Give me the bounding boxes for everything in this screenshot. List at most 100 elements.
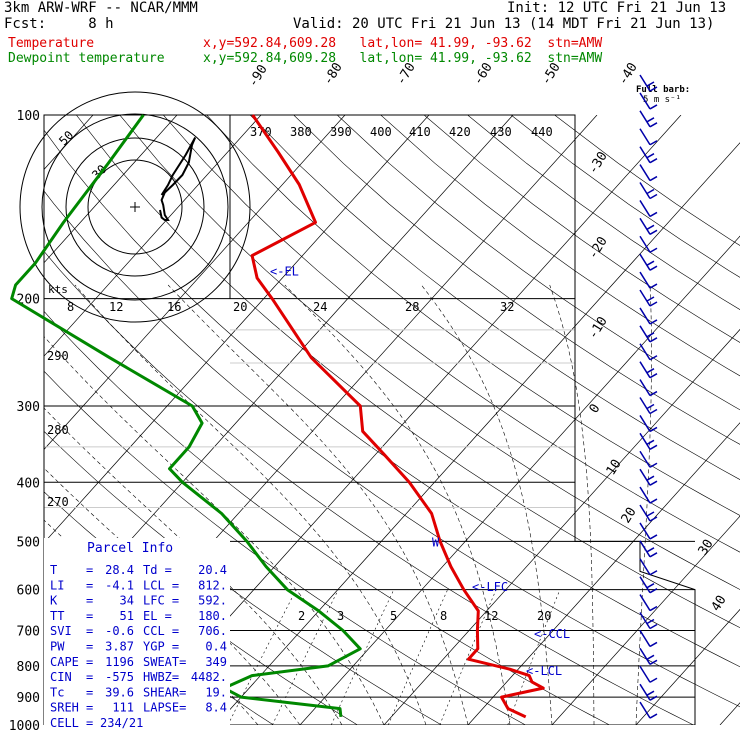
isotherm-label: 20 xyxy=(619,505,640,526)
wind-barb xyxy=(639,110,658,128)
parcel-value: 180. xyxy=(198,609,227,623)
wind-barb xyxy=(639,253,658,271)
stability-label: 12 xyxy=(109,300,123,314)
isotherm-line xyxy=(635,608,740,725)
parcel-row: PW = 3.87 YGP = 0.4 xyxy=(50,640,227,654)
isotherm-line xyxy=(44,115,346,450)
stability-label: 24 xyxy=(313,300,327,314)
stability-label: 20 xyxy=(233,300,247,314)
hodograph-ring xyxy=(65,137,205,277)
parcel-eq: = xyxy=(86,701,93,715)
mixing-ratio-label: 3 xyxy=(337,609,344,623)
hodograph-ring xyxy=(19,91,251,323)
dry-adiabat xyxy=(554,115,740,246)
pressure-label: 1000 xyxy=(9,719,40,734)
hodograph-ring xyxy=(41,113,229,301)
dry-adiabat xyxy=(44,310,610,725)
parcel-value: -0.6 xyxy=(105,624,134,638)
parcel-eq: = xyxy=(86,594,93,608)
parcel-value: 20.4 xyxy=(198,563,227,577)
parcel-key: SREH xyxy=(50,701,79,715)
mixing-ratio-label: 8 xyxy=(440,609,447,623)
stability-label: 16 xyxy=(167,300,181,314)
parcel-value: 4482. xyxy=(191,670,227,684)
dry-adiabat xyxy=(119,115,740,590)
moist-adiabat xyxy=(635,284,652,725)
dry-adiabat xyxy=(467,115,740,310)
moist-adiabat xyxy=(421,284,553,725)
wind-barbs xyxy=(639,74,658,719)
stability-label: 8 xyxy=(67,300,74,314)
mixing-ratio-line xyxy=(331,589,395,725)
dewpoint-location: x,y=592.84,609.28 lat,lon= 41.99, -93.62… xyxy=(203,51,603,66)
dry-adiabat xyxy=(44,370,526,725)
isotherm-line xyxy=(44,115,178,264)
parcel-key: LI xyxy=(50,578,64,592)
mixing-ratio-line xyxy=(227,589,297,725)
isotherm-label: -20 xyxy=(586,234,611,262)
barb-legend-unit: 5 m s⁻¹ xyxy=(643,95,681,105)
wind-barb xyxy=(639,235,658,253)
left-labels: 290 280 270 xyxy=(47,349,69,509)
wind-barb xyxy=(639,361,658,379)
parcel-key: CIN xyxy=(50,670,72,684)
wind-barb xyxy=(639,200,658,218)
parcel-value: 3.87 xyxy=(105,640,134,654)
isotherm-label: -50 xyxy=(539,60,564,88)
parcel-row: SREH = 111 LAPSE= 8.4 xyxy=(50,701,227,715)
left-label: 290 xyxy=(47,349,69,363)
parcel-row: T = 28.4 Td = 20.4 xyxy=(50,563,227,577)
theta-label: 440 xyxy=(531,125,553,139)
parcel-eq: = xyxy=(86,655,93,669)
parcel-info-box: Parcel Info T = 28.4 Td = 20.4 LI = -4.1 LCL = 81… xyxy=(44,538,230,730)
parcel-key: CAPE xyxy=(50,655,79,669)
hodograph-ring xyxy=(87,159,183,255)
wind-barb xyxy=(639,504,658,522)
parcel-row: CAPE = 1196 SWEAT= 349 xyxy=(50,655,227,669)
parcel-key: LAPSE= xyxy=(143,701,186,715)
isotherm-line xyxy=(215,142,740,725)
parcel-key: EL = xyxy=(143,609,172,623)
parcel-row: SVI = -0.6 CCL = 706. xyxy=(50,624,227,638)
wind-barb xyxy=(639,665,658,683)
moist-adiabat xyxy=(44,336,385,725)
theta-labels: 370 380 390 400 410 420 430 440 xyxy=(250,125,553,139)
pressure-label: 800 xyxy=(17,660,40,675)
parcel-eq: = xyxy=(86,609,93,623)
barb-legend-title: Full barb: xyxy=(636,85,691,95)
parcel-eq: = xyxy=(86,716,93,730)
parcel-row: CELL = 234/21 xyxy=(50,716,143,730)
temperature-location: x,y=592.84,609.28 lat,lon= 41.99, -93.62… xyxy=(203,36,603,51)
pressure-label: 600 xyxy=(17,584,40,599)
level-annotation: <-EL xyxy=(270,265,299,279)
isotherm-line xyxy=(551,515,740,725)
wind-barb xyxy=(639,576,658,594)
wind-barb xyxy=(639,647,658,665)
isotherm-line xyxy=(299,235,740,725)
left-label: 270 xyxy=(47,495,69,509)
parcel-value: -575 xyxy=(105,670,134,684)
dewpoint-legend-label: Dewpoint temperature xyxy=(8,51,165,66)
parcel-key: CELL xyxy=(50,716,79,730)
wind-barb xyxy=(639,450,658,468)
isotherm-label: 10 xyxy=(604,457,625,478)
dry-adiabat xyxy=(44,129,740,668)
temperature-legend-label: Temperature xyxy=(8,36,95,51)
parcel-value: 51 xyxy=(120,609,134,623)
wind-barb xyxy=(639,182,658,200)
mixing-ratio-label: 2 xyxy=(298,609,305,623)
forecast-hour: Fcst: 8 h xyxy=(4,16,114,32)
isotherm-line xyxy=(383,328,740,725)
dry-adiabat xyxy=(163,115,740,553)
parcel-eq: = xyxy=(86,640,93,654)
parcel-eq: = xyxy=(86,563,93,577)
dry-adiabat xyxy=(44,190,740,708)
wind-barb xyxy=(639,701,658,719)
wind-barb xyxy=(639,683,658,701)
isotherm-label: -80 xyxy=(321,60,346,88)
parcel-row: Tc = 39.6 SHEAR= 19. xyxy=(50,685,227,699)
parcel-value: 234/21 xyxy=(100,716,143,730)
parcel-key: PW xyxy=(50,640,65,654)
theta-label: 380 xyxy=(290,125,312,139)
